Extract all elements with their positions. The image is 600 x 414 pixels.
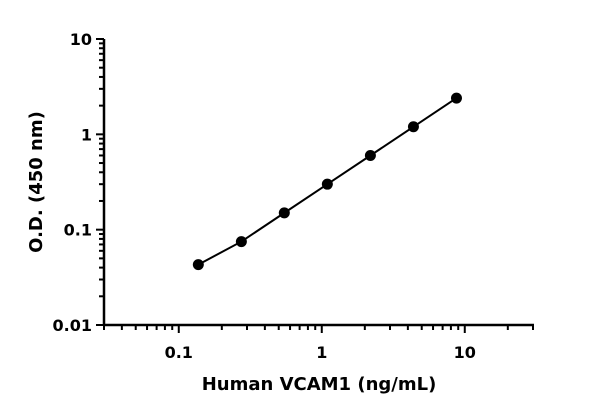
tick-labels: 0.1 1 10 0.01 0.1 1 10 xyxy=(53,30,476,362)
y-tick-label: 0.01 xyxy=(53,316,92,335)
data-point xyxy=(321,178,333,190)
axes xyxy=(96,38,534,333)
data-point xyxy=(192,259,204,271)
data-point xyxy=(278,207,290,219)
data-point xyxy=(450,92,462,104)
plot-area xyxy=(192,92,462,271)
data-point xyxy=(364,149,376,161)
x-tick-label: 0.1 xyxy=(165,343,193,362)
x-axis-label: Human VCAM1 (ng/mL) xyxy=(202,374,437,395)
data-point xyxy=(235,236,247,248)
y-tick-label: 10 xyxy=(70,30,92,49)
x-tick-label: 10 xyxy=(454,343,476,362)
y-tick-label: 0.1 xyxy=(64,221,92,240)
y-axis-label: O.D. (450 nm) xyxy=(26,111,47,253)
x-tick-label: 1 xyxy=(316,343,327,362)
y-tick-label: 1 xyxy=(81,125,92,144)
data-point xyxy=(407,121,419,133)
